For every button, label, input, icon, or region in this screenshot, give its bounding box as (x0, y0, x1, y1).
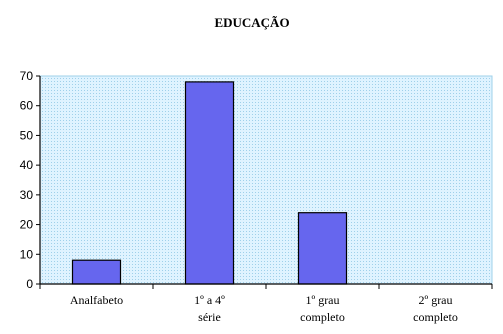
x-category-label-2: 1º grau completo (300, 293, 345, 324)
y-tick-label-4: 40 (20, 158, 34, 172)
bars-group (71, 81, 348, 285)
x-category-label-0: Analfabeto (70, 293, 123, 307)
x-axis: Analfabeto 1º a 4º série 1º grau completo 2º … (39, 283, 493, 324)
y-tick-label-2: 20 (20, 218, 34, 232)
plot-area (39, 75, 493, 285)
y-tick-label-0: 0 (26, 277, 33, 291)
y-tick-label-6: 60 (20, 99, 34, 113)
bar-0 (71, 259, 122, 285)
y-tick-label-3: 30 (20, 188, 34, 202)
bar-1 (184, 81, 235, 285)
bar-2 (297, 212, 348, 285)
x-category-label-1: 1º a 4º série (194, 293, 225, 324)
chart-title: EDUCAÇÃO (214, 15, 289, 30)
y-tick-label-1: 10 (20, 247, 34, 261)
y-axis: 0 10 20 30 40 50 60 70 (20, 69, 41, 291)
x-category-label-3: 2º grau completo (413, 293, 458, 324)
y-tick-label-7: 70 (20, 69, 34, 83)
y-tick-label-5: 50 (20, 128, 34, 142)
